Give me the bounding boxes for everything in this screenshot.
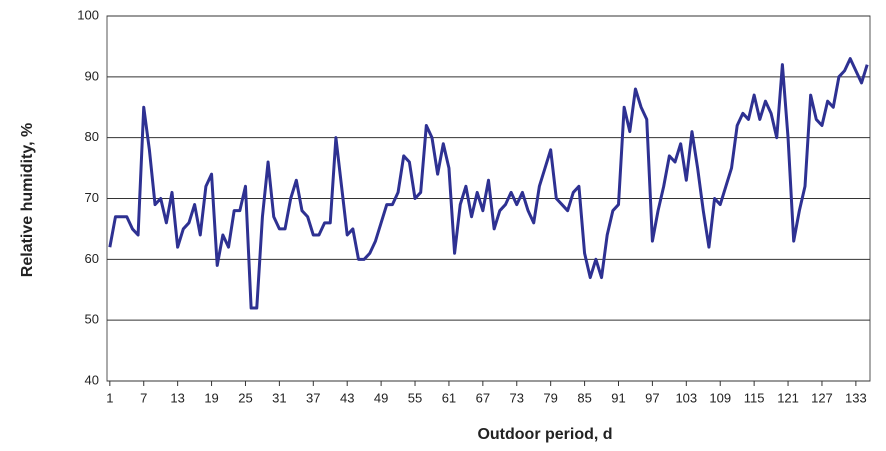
x-tick-label: 43 <box>340 390 354 405</box>
y-tick-label: 40 <box>85 372 99 387</box>
x-tick-label: 127 <box>811 390 833 405</box>
y-tick-label: 50 <box>85 312 99 327</box>
x-tick-label: 121 <box>777 390 799 405</box>
x-tick-label: 7 <box>140 390 147 405</box>
data-line <box>108 57 869 310</box>
y-axis-title: Relative humidity, % <box>19 123 36 277</box>
x-tick-label: 55 <box>408 390 422 405</box>
x-tick-label: 49 <box>374 390 388 405</box>
x-tick-label: 61 <box>442 390 456 405</box>
x-axis-title: Outdoor period, d <box>477 426 612 443</box>
x-tick-label: 79 <box>543 390 557 405</box>
y-tick-label: 100 <box>77 7 99 22</box>
x-tick-label: 97 <box>645 390 659 405</box>
y-tick-label: 80 <box>85 129 99 144</box>
x-tick-label: 91 <box>611 390 625 405</box>
x-tick-label: 109 <box>709 390 731 405</box>
x-tick-label: 73 <box>510 390 524 405</box>
y-tick-label: 60 <box>85 251 99 266</box>
x-tick-label: 19 <box>204 390 218 405</box>
x-tick-label: 67 <box>476 390 490 405</box>
x-tick-label: 25 <box>238 390 252 405</box>
x-tick-label: 31 <box>272 390 286 405</box>
x-tick-label: 37 <box>306 390 320 405</box>
x-tick-label: 85 <box>577 390 591 405</box>
x-tick-label: 1 <box>106 390 113 405</box>
x-tick-label: 115 <box>744 390 765 405</box>
x-tick-label: 13 <box>170 390 184 405</box>
y-tick-label: 90 <box>85 68 99 83</box>
y-tick-label: 70 <box>85 190 99 205</box>
x-tick-label: 103 <box>675 390 697 405</box>
x-tick-label: 133 <box>845 390 867 405</box>
